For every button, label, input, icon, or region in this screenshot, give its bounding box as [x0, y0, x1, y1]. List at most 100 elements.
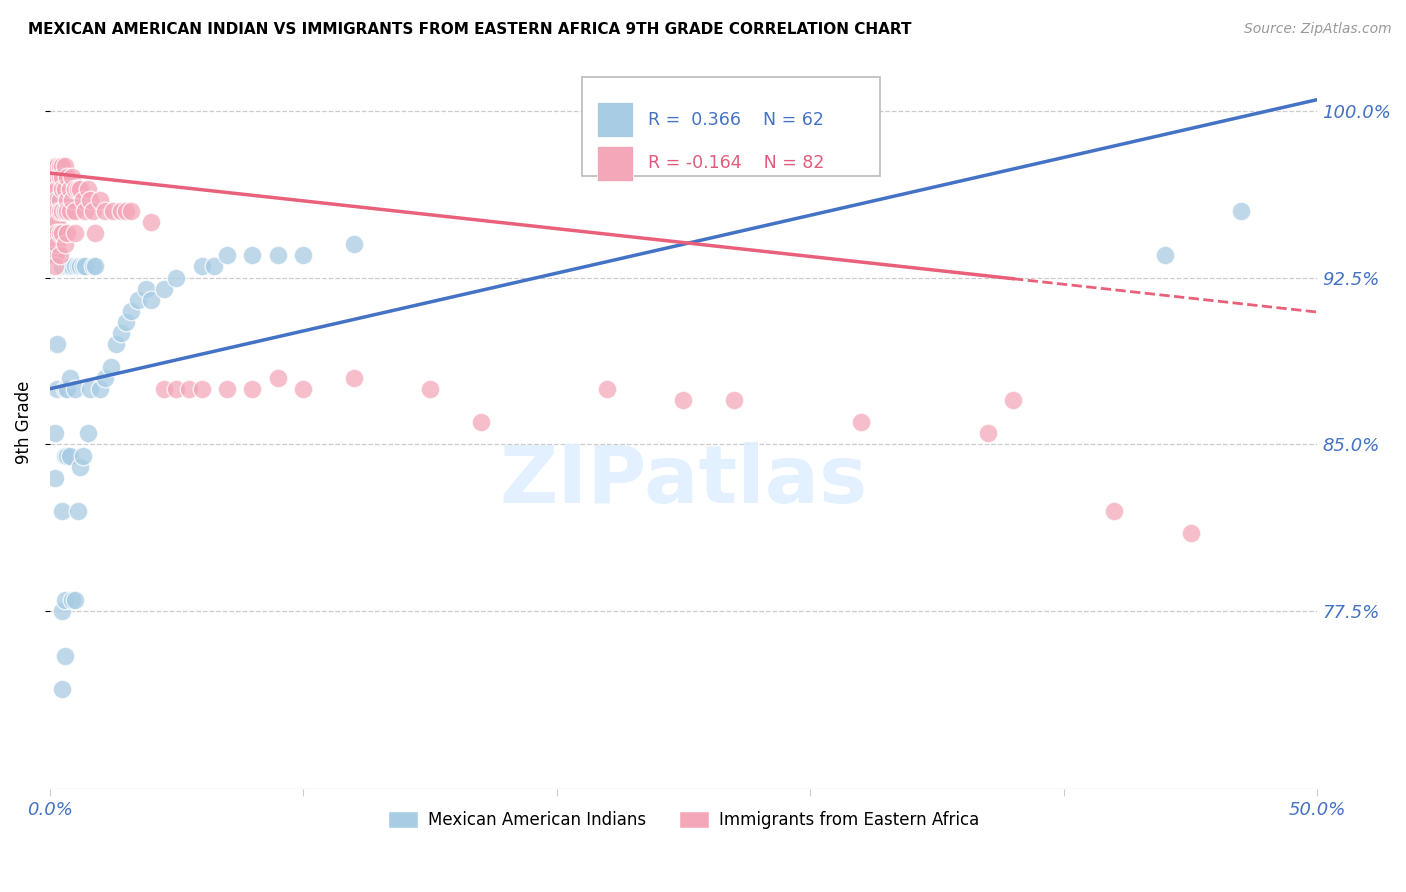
Point [69, 459, 91, 474]
Text: MEXICAN AMERICAN INDIAN VS IMMIGRANTS FROM EASTERN AFRICA 9TH GRADE CORRELATION : MEXICAN AMERICAN INDIAN VS IMMIGRANTS FR… [28, 22, 911, 37]
Point [69, 260, 91, 274]
Point [51, 226, 73, 240]
Bar [582, 78, 880, 177]
Point [89, 193, 111, 207]
Point [596, 382, 619, 396]
Point [44, 181, 66, 195]
Point [44, 203, 66, 218]
Point [75, 203, 97, 218]
Point [59, 181, 82, 195]
Point [56, 382, 79, 396]
Point [59, 449, 82, 463]
Point [46, 215, 69, 229]
Point [135, 282, 157, 296]
Point [165, 382, 187, 396]
Point [49, 170, 72, 185]
Point [51, 604, 73, 618]
Point [110, 203, 132, 218]
Point [292, 382, 315, 396]
Point [46, 237, 69, 252]
Point [139, 215, 162, 229]
Point [343, 237, 366, 252]
Point [51, 260, 73, 274]
Point [76, 426, 98, 441]
Point [63, 226, 86, 240]
Point [53, 203, 76, 218]
Point [63, 260, 86, 274]
Point [343, 370, 366, 384]
Text: R = -0.164    N = 82: R = -0.164 N = 82 [648, 154, 824, 172]
Point [44, 226, 66, 240]
Point [51, 160, 73, 174]
Point [62, 193, 84, 207]
Point [94, 370, 117, 384]
Point [191, 382, 214, 396]
Point [49, 193, 72, 207]
Point [76, 181, 98, 195]
Point [51, 170, 73, 185]
Point [127, 293, 149, 307]
Point [66, 504, 89, 518]
Point [1002, 392, 1025, 407]
Point [44, 215, 66, 229]
Point [44, 248, 66, 262]
Point [51, 193, 73, 207]
Point [672, 392, 695, 407]
Y-axis label: 9th Grade: 9th Grade [15, 381, 32, 464]
Point [59, 260, 82, 274]
Point [49, 193, 72, 207]
Point [51, 682, 73, 697]
Point [84, 260, 107, 274]
Point [66, 260, 89, 274]
Point [62, 593, 84, 607]
Legend: Mexican American Indians, Immigrants from Eastern Africa: Mexican American Indians, Immigrants fro… [381, 805, 986, 836]
Point [72, 260, 94, 274]
Point [46, 203, 69, 218]
Bar [598, 145, 633, 181]
Point [56, 203, 79, 218]
Point [46, 193, 69, 207]
Point [62, 170, 84, 185]
Point [49, 170, 72, 185]
Point [72, 449, 94, 463]
Point [267, 370, 290, 384]
Point [217, 382, 239, 396]
Point [242, 382, 264, 396]
Point [44, 193, 66, 207]
Point [53, 449, 76, 463]
Point [46, 170, 69, 185]
Point [51, 181, 73, 195]
Point [191, 260, 214, 274]
Point [46, 382, 69, 396]
Point [53, 648, 76, 663]
Text: ZIPatlas: ZIPatlas [499, 442, 868, 520]
Point [82, 203, 104, 218]
Point [49, 203, 72, 218]
Point [41, 170, 63, 185]
Point [56, 260, 79, 274]
Point [59, 203, 82, 218]
Point [49, 248, 72, 262]
Point [242, 248, 264, 262]
Point [165, 270, 187, 285]
Point [63, 181, 86, 195]
Point [84, 226, 107, 240]
Point [51, 203, 73, 218]
Point [44, 170, 66, 185]
Point [120, 304, 142, 318]
Point [94, 203, 117, 218]
Point [62, 260, 84, 274]
Point [46, 160, 69, 174]
Point [1154, 248, 1177, 262]
Point [53, 237, 76, 252]
Point [79, 382, 101, 396]
Point [46, 248, 69, 262]
Point [204, 260, 226, 274]
Point [59, 193, 82, 207]
Point [152, 282, 174, 296]
Point [470, 415, 492, 429]
Point [419, 382, 441, 396]
Point [56, 193, 79, 207]
Point [75, 260, 97, 274]
Text: Source: ZipAtlas.com: Source: ZipAtlas.com [1244, 22, 1392, 37]
